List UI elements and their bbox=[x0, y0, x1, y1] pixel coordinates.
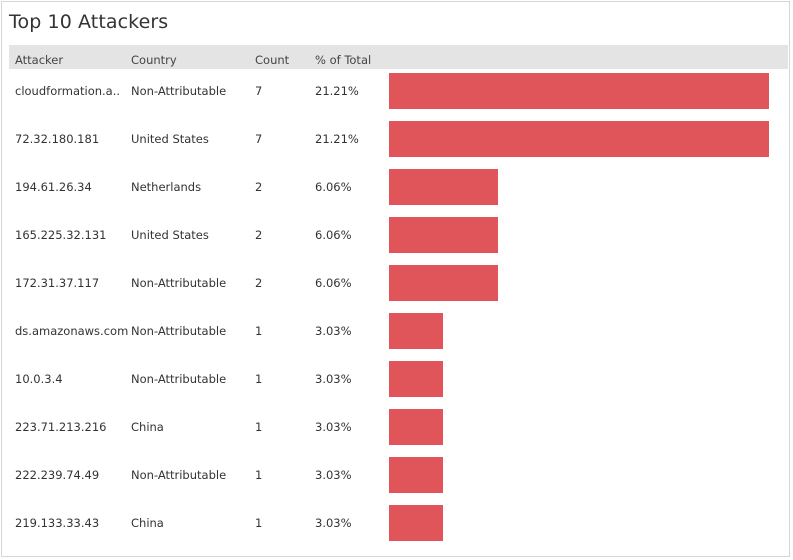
percent-cell: 21.21% bbox=[315, 84, 359, 98]
count-bar bbox=[389, 361, 443, 397]
percent-cell: 3.03% bbox=[315, 420, 352, 434]
table-row: 223.71.213.216 China 1 3.03% bbox=[9, 409, 788, 457]
count-bar bbox=[389, 505, 443, 541]
percent-cell: 21.21% bbox=[315, 132, 359, 146]
table-row: 165.225.32.131 United States 2 6.06% bbox=[9, 217, 788, 265]
percent-cell: 3.03% bbox=[315, 324, 352, 338]
country-cell: China bbox=[131, 420, 164, 434]
column-header-pct: % of Total bbox=[315, 53, 372, 67]
count-cell: 2 bbox=[255, 276, 263, 290]
attacker-cell: 194.61.26.34 bbox=[15, 180, 92, 194]
percent-cell: 3.03% bbox=[315, 372, 352, 386]
count-cell: 1 bbox=[255, 372, 263, 386]
percent-cell: 6.06% bbox=[315, 276, 352, 290]
count-bar bbox=[389, 169, 498, 205]
percent-cell: 3.03% bbox=[315, 516, 352, 530]
attacker-cell: 172.31.37.117 bbox=[15, 276, 100, 290]
count-cell: 2 bbox=[255, 180, 263, 194]
table-row: 72.32.180.181 United States 7 21.21% bbox=[9, 121, 788, 169]
country-cell: China bbox=[131, 516, 164, 530]
count-bar bbox=[389, 217, 498, 253]
panel-title: Top 10 Attackers bbox=[9, 11, 169, 33]
count-bar bbox=[389, 121, 769, 157]
count-bar bbox=[389, 73, 769, 109]
column-header-attacker: Attacker bbox=[15, 53, 64, 67]
country-cell: Non-Attributable bbox=[131, 468, 227, 482]
count-bar bbox=[389, 313, 443, 349]
count-cell: 7 bbox=[255, 84, 263, 98]
country-cell: United States bbox=[131, 132, 209, 146]
percent-cell: 6.06% bbox=[315, 228, 352, 242]
attacker-cell: cloudformation.a.. bbox=[15, 84, 121, 98]
table-row: ds.amazonaws.com Non-Attributable 1 3.03% bbox=[9, 313, 788, 361]
attacker-cell: 223.71.213.216 bbox=[15, 420, 107, 434]
attacker-cell: 10.0.3.4 bbox=[15, 372, 63, 386]
count-cell: 1 bbox=[255, 516, 263, 530]
count-bar bbox=[389, 265, 498, 301]
column-header-count: Count bbox=[255, 53, 290, 67]
table-row: 172.31.37.117 Non-Attributable 2 6.06% bbox=[9, 265, 788, 313]
column-header-country: Country bbox=[131, 53, 177, 67]
table-row: 194.61.26.34 Netherlands 2 6.06% bbox=[9, 169, 788, 217]
table-row: 219.133.33.43 China 1 3.03% bbox=[9, 505, 788, 553]
count-bar bbox=[389, 409, 443, 445]
count-cell: 1 bbox=[255, 420, 263, 434]
count-cell: 7 bbox=[255, 132, 263, 146]
count-cell: 2 bbox=[255, 228, 263, 242]
count-cell: 1 bbox=[255, 324, 263, 338]
table-row: 10.0.3.4 Non-Attributable 1 3.03% bbox=[9, 361, 788, 409]
country-cell: Non-Attributable bbox=[131, 276, 227, 290]
count-bar bbox=[389, 457, 443, 493]
table-row: cloudformation.a.. Non-Attributable 7 21.21… bbox=[9, 73, 788, 121]
country-cell: Non-Attributable bbox=[131, 84, 227, 98]
attacker-cell: 219.133.33.43 bbox=[15, 516, 100, 530]
table-row: 222.239.74.49 Non-Attributable 1 3.03% bbox=[9, 457, 788, 505]
percent-cell: 6.06% bbox=[315, 180, 352, 194]
percent-cell: 3.03% bbox=[315, 468, 352, 482]
table-header: Attacker Country Count % of Total bbox=[9, 45, 788, 69]
country-cell: Non-Attributable bbox=[131, 324, 227, 338]
country-cell: United States bbox=[131, 228, 209, 242]
count-cell: 1 bbox=[255, 468, 263, 482]
attacker-cell: 222.239.74.49 bbox=[15, 468, 100, 482]
attacker-cell: ds.amazonaws.com bbox=[15, 324, 129, 338]
country-cell: Netherlands bbox=[131, 180, 202, 194]
attacker-cell: 72.32.180.181 bbox=[15, 132, 100, 146]
attacker-cell: 165.225.32.131 bbox=[15, 228, 107, 242]
country-cell: Non-Attributable bbox=[131, 372, 227, 386]
